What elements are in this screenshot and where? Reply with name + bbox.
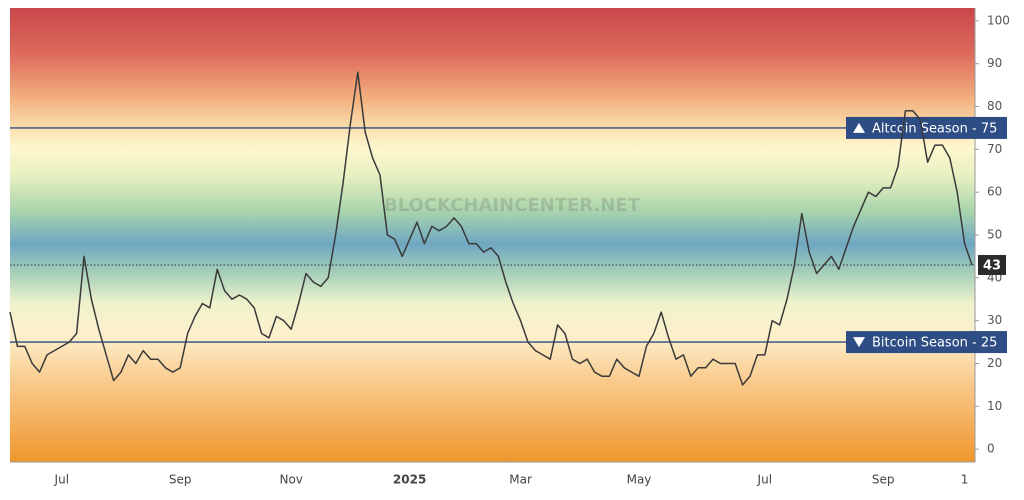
y-tick-label: 80	[987, 99, 1002, 113]
watermark: BLOCKCHAINCENTER.NET	[384, 195, 641, 216]
x-tick-label: Mar	[509, 473, 532, 487]
x-tick-label: Jul	[54, 473, 69, 487]
reference-label-text: Altcoin Season - 75	[872, 121, 997, 136]
plot-background	[10, 8, 975, 462]
y-tick-label: 90	[987, 56, 1002, 70]
y-tick-label: 50	[987, 228, 1002, 242]
reference-label: Altcoin Season - 75	[846, 116, 1007, 139]
reference-label-text: Bitcoin Season - 25	[872, 336, 997, 351]
x-tick-label: 2025	[393, 473, 426, 487]
y-tick-label: 0	[987, 442, 995, 456]
x-tick-label: Jul	[757, 473, 772, 487]
y-tick-label: 100	[987, 13, 1010, 27]
y-tick-label: 30	[987, 313, 1002, 327]
x-tick-label: Sep	[169, 473, 192, 487]
y-tick-label: 20	[987, 356, 1002, 370]
x-tick-label: Nov	[279, 473, 302, 487]
reference-label-box	[846, 116, 1007, 139]
current-value-label: 43	[983, 258, 1001, 273]
reference-arrow	[853, 122, 865, 133]
y-tick-label: 10	[987, 399, 1002, 413]
current-value-box	[978, 254, 1006, 275]
x-tick-label: May	[627, 473, 652, 487]
reference-arrow	[853, 337, 865, 348]
reference-label-box	[846, 331, 1007, 354]
series-line	[9, 71, 973, 386]
y-tick-label: 70	[987, 142, 1002, 156]
x-tick-label: 1	[961, 473, 969, 487]
y-tick-label: 60	[987, 185, 1002, 199]
reference-label: Bitcoin Season - 25	[846, 331, 1007, 354]
x-tick-label: Sep	[872, 473, 895, 487]
